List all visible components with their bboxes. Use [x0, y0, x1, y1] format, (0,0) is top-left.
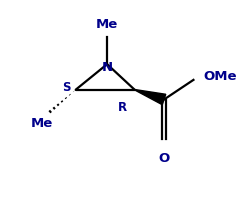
Text: R: R	[118, 101, 127, 114]
Text: Me: Me	[31, 117, 53, 130]
Text: N: N	[102, 61, 113, 74]
Text: OMe: OMe	[203, 70, 237, 83]
Text: S: S	[62, 81, 70, 94]
Text: Me: Me	[96, 19, 118, 31]
Text: O: O	[158, 152, 170, 165]
Polygon shape	[135, 90, 166, 105]
